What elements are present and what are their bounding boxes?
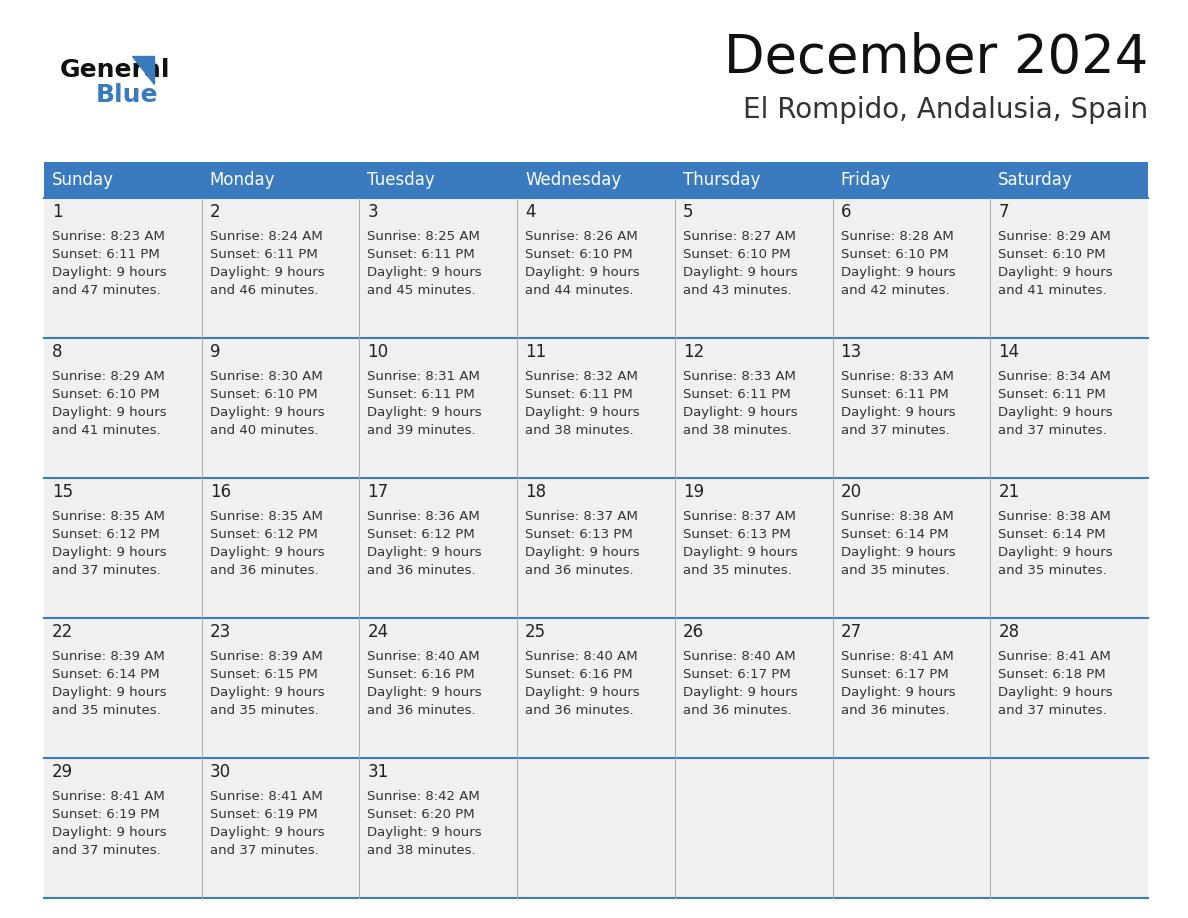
Text: Sunrise: 8:41 AM
Sunset: 6:19 PM
Daylight: 9 hours
and 37 minutes.: Sunrise: 8:41 AM Sunset: 6:19 PM Dayligh… — [52, 790, 166, 857]
Text: Sunrise: 8:42 AM
Sunset: 6:20 PM
Daylight: 9 hours
and 38 minutes.: Sunrise: 8:42 AM Sunset: 6:20 PM Dayligh… — [367, 790, 482, 857]
Text: Wednesday: Wednesday — [525, 171, 621, 189]
Text: 28: 28 — [998, 623, 1019, 641]
Text: General: General — [61, 58, 171, 82]
Text: 17: 17 — [367, 483, 388, 501]
Text: 1: 1 — [52, 203, 63, 221]
Bar — [44, 338, 1148, 478]
Text: Sunrise: 8:38 AM
Sunset: 6:14 PM
Daylight: 9 hours
and 35 minutes.: Sunrise: 8:38 AM Sunset: 6:14 PM Dayligh… — [841, 510, 955, 577]
Text: Sunrise: 8:35 AM
Sunset: 6:12 PM
Daylight: 9 hours
and 37 minutes.: Sunrise: 8:35 AM Sunset: 6:12 PM Dayligh… — [52, 510, 166, 577]
Text: Sunrise: 8:39 AM
Sunset: 6:14 PM
Daylight: 9 hours
and 35 minutes.: Sunrise: 8:39 AM Sunset: 6:14 PM Dayligh… — [52, 650, 166, 717]
Text: Sunrise: 8:38 AM
Sunset: 6:14 PM
Daylight: 9 hours
and 35 minutes.: Sunrise: 8:38 AM Sunset: 6:14 PM Dayligh… — [998, 510, 1113, 577]
Text: Sunrise: 8:40 AM
Sunset: 6:16 PM
Daylight: 9 hours
and 36 minutes.: Sunrise: 8:40 AM Sunset: 6:16 PM Dayligh… — [525, 650, 640, 717]
Bar — [44, 478, 1148, 618]
Text: 5: 5 — [683, 203, 694, 221]
Text: 21: 21 — [998, 483, 1019, 501]
Text: Sunrise: 8:23 AM
Sunset: 6:11 PM
Daylight: 9 hours
and 47 minutes.: Sunrise: 8:23 AM Sunset: 6:11 PM Dayligh… — [52, 230, 166, 297]
Text: 23: 23 — [210, 623, 230, 641]
Text: 12: 12 — [683, 343, 704, 361]
Text: Sunrise: 8:30 AM
Sunset: 6:10 PM
Daylight: 9 hours
and 40 minutes.: Sunrise: 8:30 AM Sunset: 6:10 PM Dayligh… — [210, 370, 324, 437]
Text: Sunrise: 8:24 AM
Sunset: 6:11 PM
Daylight: 9 hours
and 46 minutes.: Sunrise: 8:24 AM Sunset: 6:11 PM Dayligh… — [210, 230, 324, 297]
Text: Sunrise: 8:26 AM
Sunset: 6:10 PM
Daylight: 9 hours
and 44 minutes.: Sunrise: 8:26 AM Sunset: 6:10 PM Dayligh… — [525, 230, 640, 297]
Text: 18: 18 — [525, 483, 546, 501]
Text: Sunrise: 8:31 AM
Sunset: 6:11 PM
Daylight: 9 hours
and 39 minutes.: Sunrise: 8:31 AM Sunset: 6:11 PM Dayligh… — [367, 370, 482, 437]
Text: Tuesday: Tuesday — [367, 171, 435, 189]
Text: 9: 9 — [210, 343, 220, 361]
Text: Sunrise: 8:29 AM
Sunset: 6:10 PM
Daylight: 9 hours
and 41 minutes.: Sunrise: 8:29 AM Sunset: 6:10 PM Dayligh… — [998, 230, 1113, 297]
Text: Sunrise: 8:35 AM
Sunset: 6:12 PM
Daylight: 9 hours
and 36 minutes.: Sunrise: 8:35 AM Sunset: 6:12 PM Dayligh… — [210, 510, 324, 577]
Text: 20: 20 — [841, 483, 861, 501]
Text: 27: 27 — [841, 623, 861, 641]
Text: Sunrise: 8:41 AM
Sunset: 6:17 PM
Daylight: 9 hours
and 36 minutes.: Sunrise: 8:41 AM Sunset: 6:17 PM Dayligh… — [841, 650, 955, 717]
Text: Sunrise: 8:37 AM
Sunset: 6:13 PM
Daylight: 9 hours
and 36 minutes.: Sunrise: 8:37 AM Sunset: 6:13 PM Dayligh… — [525, 510, 640, 577]
Bar — [44, 758, 1148, 898]
Text: 7: 7 — [998, 203, 1009, 221]
Text: 31: 31 — [367, 763, 388, 781]
Text: Thursday: Thursday — [683, 171, 760, 189]
Text: 14: 14 — [998, 343, 1019, 361]
Text: Sunrise: 8:32 AM
Sunset: 6:11 PM
Daylight: 9 hours
and 38 minutes.: Sunrise: 8:32 AM Sunset: 6:11 PM Dayligh… — [525, 370, 640, 437]
Text: Sunrise: 8:41 AM
Sunset: 6:19 PM
Daylight: 9 hours
and 37 minutes.: Sunrise: 8:41 AM Sunset: 6:19 PM Dayligh… — [210, 790, 324, 857]
Text: Sunrise: 8:33 AM
Sunset: 6:11 PM
Daylight: 9 hours
and 38 minutes.: Sunrise: 8:33 AM Sunset: 6:11 PM Dayligh… — [683, 370, 797, 437]
Text: Sunrise: 8:28 AM
Sunset: 6:10 PM
Daylight: 9 hours
and 42 minutes.: Sunrise: 8:28 AM Sunset: 6:10 PM Dayligh… — [841, 230, 955, 297]
Text: 24: 24 — [367, 623, 388, 641]
Text: 16: 16 — [210, 483, 230, 501]
Text: 26: 26 — [683, 623, 704, 641]
Text: Friday: Friday — [841, 171, 891, 189]
Text: Sunrise: 8:40 AM
Sunset: 6:16 PM
Daylight: 9 hours
and 36 minutes.: Sunrise: 8:40 AM Sunset: 6:16 PM Dayligh… — [367, 650, 482, 717]
Text: 11: 11 — [525, 343, 546, 361]
Text: Saturday: Saturday — [998, 171, 1073, 189]
Text: Sunrise: 8:33 AM
Sunset: 6:11 PM
Daylight: 9 hours
and 37 minutes.: Sunrise: 8:33 AM Sunset: 6:11 PM Dayligh… — [841, 370, 955, 437]
Text: Sunrise: 8:41 AM
Sunset: 6:18 PM
Daylight: 9 hours
and 37 minutes.: Sunrise: 8:41 AM Sunset: 6:18 PM Dayligh… — [998, 650, 1113, 717]
Bar — [44, 162, 1148, 198]
Text: Sunrise: 8:34 AM
Sunset: 6:11 PM
Daylight: 9 hours
and 37 minutes.: Sunrise: 8:34 AM Sunset: 6:11 PM Dayligh… — [998, 370, 1113, 437]
Text: El Rompido, Andalusia, Spain: El Rompido, Andalusia, Spain — [742, 96, 1148, 124]
Text: 10: 10 — [367, 343, 388, 361]
Text: Sunrise: 8:27 AM
Sunset: 6:10 PM
Daylight: 9 hours
and 43 minutes.: Sunrise: 8:27 AM Sunset: 6:10 PM Dayligh… — [683, 230, 797, 297]
Text: Sunrise: 8:29 AM
Sunset: 6:10 PM
Daylight: 9 hours
and 41 minutes.: Sunrise: 8:29 AM Sunset: 6:10 PM Dayligh… — [52, 370, 166, 437]
Text: Sunrise: 8:37 AM
Sunset: 6:13 PM
Daylight: 9 hours
and 35 minutes.: Sunrise: 8:37 AM Sunset: 6:13 PM Dayligh… — [683, 510, 797, 577]
Text: 22: 22 — [52, 623, 74, 641]
Text: Monday: Monday — [210, 171, 276, 189]
Text: 6: 6 — [841, 203, 851, 221]
Text: 30: 30 — [210, 763, 230, 781]
Text: 2: 2 — [210, 203, 220, 221]
Text: 25: 25 — [525, 623, 546, 641]
Text: 13: 13 — [841, 343, 861, 361]
Text: Blue: Blue — [96, 83, 158, 107]
Text: Sunrise: 8:39 AM
Sunset: 6:15 PM
Daylight: 9 hours
and 35 minutes.: Sunrise: 8:39 AM Sunset: 6:15 PM Dayligh… — [210, 650, 324, 717]
Text: December 2024: December 2024 — [723, 32, 1148, 84]
Text: 4: 4 — [525, 203, 536, 221]
Text: 3: 3 — [367, 203, 378, 221]
Text: 19: 19 — [683, 483, 704, 501]
Text: Sunrise: 8:40 AM
Sunset: 6:17 PM
Daylight: 9 hours
and 36 minutes.: Sunrise: 8:40 AM Sunset: 6:17 PM Dayligh… — [683, 650, 797, 717]
Bar — [44, 618, 1148, 758]
Polygon shape — [132, 56, 154, 84]
Text: Sunrise: 8:36 AM
Sunset: 6:12 PM
Daylight: 9 hours
and 36 minutes.: Sunrise: 8:36 AM Sunset: 6:12 PM Dayligh… — [367, 510, 482, 577]
Text: Sunday: Sunday — [52, 171, 114, 189]
Text: 29: 29 — [52, 763, 74, 781]
Text: 15: 15 — [52, 483, 74, 501]
Text: 8: 8 — [52, 343, 63, 361]
Bar — [44, 198, 1148, 338]
Text: Sunrise: 8:25 AM
Sunset: 6:11 PM
Daylight: 9 hours
and 45 minutes.: Sunrise: 8:25 AM Sunset: 6:11 PM Dayligh… — [367, 230, 482, 297]
